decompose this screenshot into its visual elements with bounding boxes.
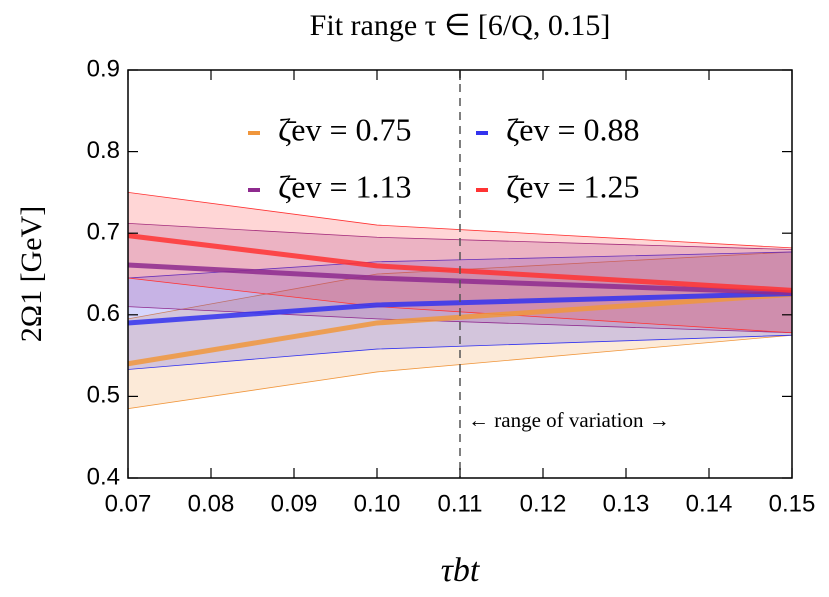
legend-label: ζ̄ev = 1.25 xyxy=(506,168,640,204)
line xyxy=(127,291,793,326)
x-tick-label: 0.08 xyxy=(188,490,235,517)
y-tick-label: 0.4 xyxy=(87,463,120,490)
y-tick-label: 0.8 xyxy=(87,137,120,164)
x-tick-label: 0.07 xyxy=(105,490,152,517)
legend-label: ζ̄ev = 0.88 xyxy=(506,111,640,147)
x-tick-label: 0.13 xyxy=(603,490,650,517)
line xyxy=(127,262,793,296)
x-tick-label: 0.14 xyxy=(686,490,733,517)
annotation: ← range of variation → xyxy=(468,408,670,432)
legend-label: ζ̄ev = 1.13 xyxy=(278,168,412,204)
y-axis-label: 2Ω1 [GeV] xyxy=(15,206,48,342)
x-tick-label: 0.12 xyxy=(520,490,567,517)
x-axis-label: τbt xyxy=(441,552,481,589)
y-tick-label: 0.9 xyxy=(87,55,120,82)
x-tick-label: 0.10 xyxy=(354,490,401,517)
y-tick-label: 0.5 xyxy=(87,382,120,409)
legend-label: ζ̄ev = 0.75 xyxy=(278,111,412,147)
x-tick-label: 0.11 xyxy=(438,490,483,517)
line xyxy=(127,233,793,293)
line xyxy=(127,291,793,367)
y-tick-label: 0.6 xyxy=(87,300,120,327)
chart-title: Fit range τ ∈ [6/Q, 0.15] xyxy=(310,9,611,42)
x-tick-label: 0.09 xyxy=(271,490,318,517)
x-tick-label: 0.15 xyxy=(769,490,816,517)
y-tick-label: 0.7 xyxy=(87,219,120,246)
